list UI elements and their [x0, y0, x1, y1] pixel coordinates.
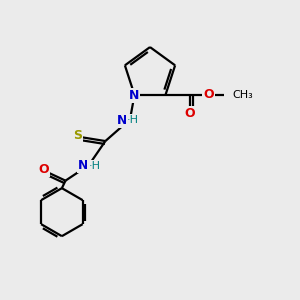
Text: S: S [73, 129, 82, 142]
Text: O: O [39, 163, 49, 176]
Text: O: O [185, 107, 195, 120]
Text: CH₃: CH₃ [233, 90, 254, 100]
Text: N: N [117, 114, 127, 127]
Text: N: N [129, 89, 139, 102]
Text: O: O [203, 88, 214, 101]
Text: N: N [78, 159, 88, 172]
Text: ·H: ·H [127, 115, 139, 125]
Text: ·H: ·H [88, 161, 100, 171]
